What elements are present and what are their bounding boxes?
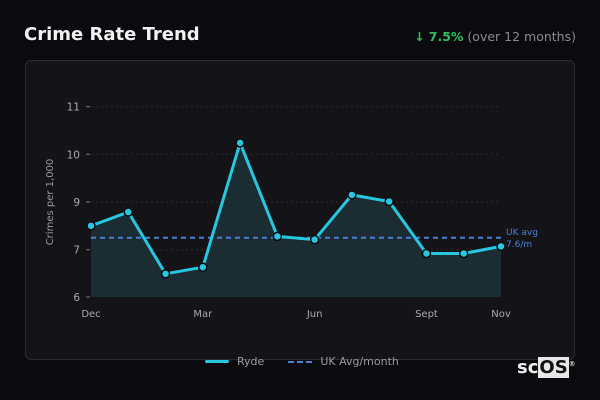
- data-point: [496, 241, 506, 252]
- data-point: [160, 269, 171, 279]
- data-point: [123, 207, 134, 217]
- data-point: [272, 231, 283, 242]
- down-arrow-icon: ↓: [414, 29, 425, 44]
- data-point: [347, 190, 357, 200]
- data-point: [198, 262, 208, 272]
- data-point: [421, 248, 432, 259]
- change-period: (over 12 months): [467, 29, 576, 44]
- legend-swatch-solid: [205, 360, 229, 363]
- data-point: [86, 221, 96, 231]
- x-tick-label: Sept: [415, 309, 438, 320]
- y-tick-label: 6: [73, 292, 80, 304]
- data-point: [235, 138, 245, 148]
- area-fill: [91, 142, 501, 297]
- data-point: [458, 248, 469, 259]
- scos-logo: scOS®: [517, 357, 576, 378]
- data-point: [384, 196, 394, 207]
- y-tick-label: 10: [67, 149, 80, 161]
- legend-swatch-dashed: [288, 360, 313, 363]
- series-line-ryde: [90, 141, 502, 276]
- legend-item-uk-avg[interactable]: UK Avg/month: [288, 355, 399, 368]
- x-tick-label: Mar: [193, 309, 213, 320]
- y-tick-label: 7: [73, 245, 80, 257]
- page-title: Crime Rate Trend: [24, 24, 200, 45]
- x-tick-label: Jun: [306, 309, 323, 320]
- data-point: [309, 234, 320, 245]
- y-tick-label: 11: [67, 102, 80, 114]
- legend-item-ryde[interactable]: Ryde: [205, 355, 264, 368]
- y-tick-label: 9: [73, 197, 80, 209]
- x-tick-label: Nov: [491, 309, 511, 320]
- uk-avg-value: 7.6/m: [506, 240, 532, 250]
- legend-label: UK Avg/month: [320, 355, 399, 368]
- chart-card: [25, 60, 575, 360]
- y-axis-label: Crimes per 1,000: [45, 159, 56, 246]
- uk-avg-label: UK avg: [506, 228, 538, 238]
- chart-legend: Ryde UK Avg/month: [205, 355, 399, 368]
- trend-change: ↓ 7.5% (over 12 months): [414, 29, 576, 44]
- legend-label: Ryde: [237, 355, 265, 368]
- change-percent: 7.5%: [428, 29, 464, 44]
- x-tick-label: Dec: [81, 309, 100, 320]
